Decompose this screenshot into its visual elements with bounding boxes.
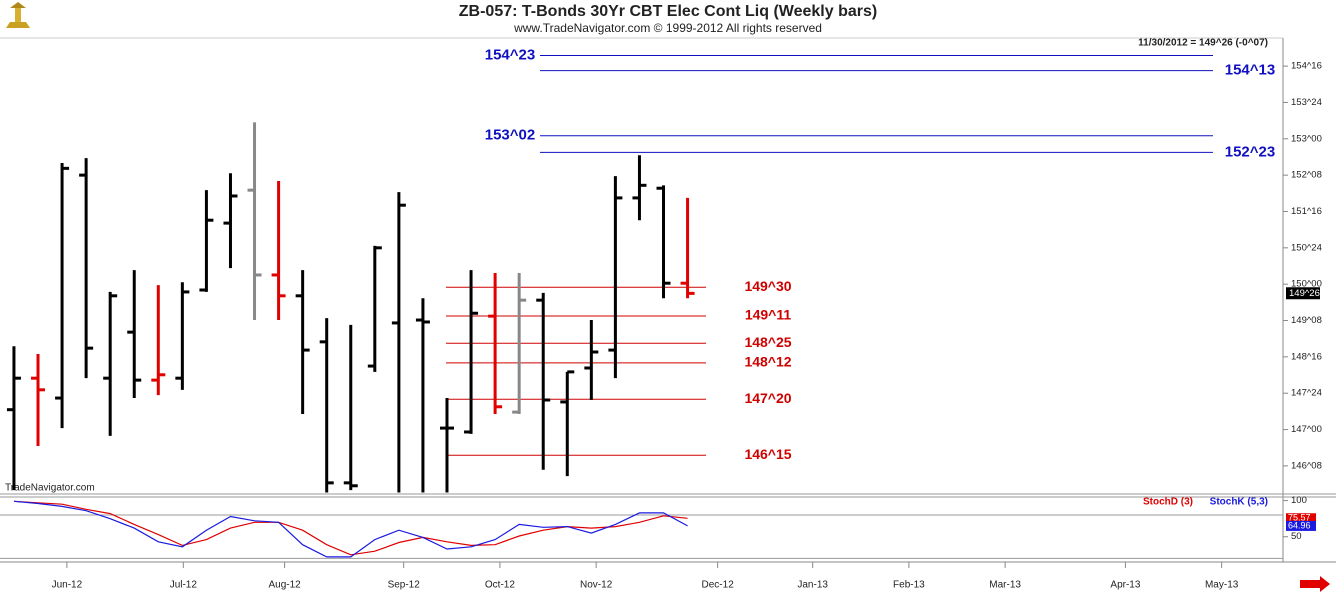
level-label: 148^12 — [744, 354, 791, 370]
legend-entry: StochK (5,3) — [1210, 497, 1268, 508]
last-value-label: 75.57 — [1288, 513, 1311, 523]
x-tick-label: Feb-13 — [893, 580, 925, 591]
last-price-box — [1286, 287, 1320, 300]
x-tick-label: Jan-13 — [797, 580, 828, 591]
y-tick-label: 146^08 — [1291, 460, 1322, 471]
x-tick-label: Aug-12 — [268, 580, 301, 591]
logo — [6, 2, 30, 28]
level-label: 148^25 — [744, 334, 791, 350]
y-tick-label: 151^16 — [1291, 206, 1322, 217]
level-label: 153^02 — [485, 127, 535, 144]
y-tick-label: 50 — [1291, 531, 1302, 542]
last-bar-annotation: 11/30/2012 = 149^26 (-0^07) — [1138, 38, 1268, 49]
scroll-arrow[interactable] — [1300, 576, 1330, 592]
level-label: 147^20 — [744, 390, 791, 406]
y-tick-label: 148^16 — [1291, 351, 1322, 362]
x-tick-label: Sep-12 — [388, 580, 421, 591]
y-tick-label: 147^24 — [1291, 388, 1322, 399]
y-tick-label: 154^16 — [1291, 61, 1322, 72]
level-label: 149^30 — [744, 278, 791, 294]
level-label: 154^13 — [1225, 62, 1275, 79]
last-value-box — [1286, 513, 1316, 524]
y-tick-label: 100 — [1291, 495, 1307, 506]
last-price-label: 149^26 — [1289, 288, 1320, 299]
level-label: 154^23 — [485, 46, 535, 63]
stoch-line — [13, 500, 688, 556]
last-value-label: 64.96 — [1288, 520, 1311, 530]
chart-title: ZB-057: T-Bonds 30Yr CBT Elec Cont Liq (… — [459, 3, 877, 20]
y-tick-label: 153^24 — [1291, 97, 1322, 108]
level-label: 146^15 — [744, 446, 791, 462]
y-tick-label: 153^00 — [1291, 133, 1322, 144]
last-value-box — [1286, 520, 1316, 531]
y-tick-label: 149^08 — [1291, 315, 1322, 326]
legend-entry: StochD (3) — [1143, 497, 1193, 508]
x-tick-label: Apr-13 — [1110, 580, 1140, 591]
x-tick-label: Nov-12 — [580, 580, 613, 591]
x-tick-label: Oct-12 — [485, 580, 515, 591]
x-tick-label: Jun-12 — [52, 580, 83, 591]
y-tick-label: 152^08 — [1291, 170, 1322, 181]
x-tick-label: May-13 — [1205, 580, 1239, 591]
y-tick-label: 147^00 — [1291, 424, 1322, 435]
x-tick-label: Dec-12 — [702, 580, 735, 591]
level-label: 152^23 — [1225, 143, 1275, 160]
y-tick-label: 150^24 — [1291, 242, 1322, 253]
watermark: TradeNavigator.com — [5, 483, 95, 494]
level-label: 149^11 — [745, 307, 792, 323]
chart-subtitle: www.TradeNavigator.com © 1999-2012 All r… — [513, 21, 822, 35]
stoch-line — [13, 500, 688, 558]
x-tick-label: Jul-12 — [170, 580, 198, 591]
x-tick-label: Mar-13 — [989, 580, 1021, 591]
y-tick-label: 150^00 — [1291, 279, 1322, 290]
